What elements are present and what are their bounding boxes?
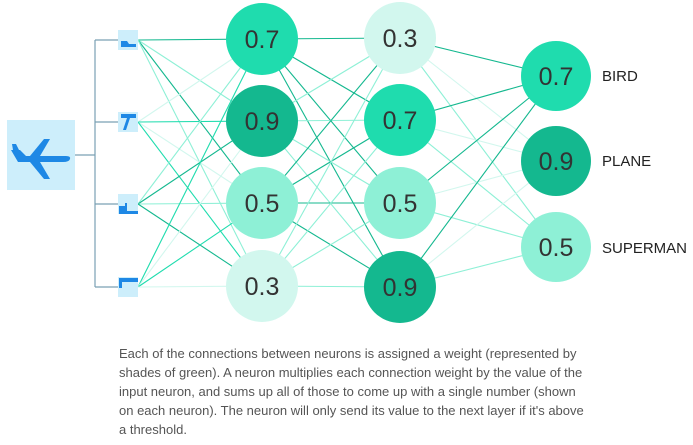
caption: Each of the connections between neurons … bbox=[119, 346, 584, 437]
airplane-icon bbox=[11, 139, 71, 179]
hidden2-neuron-2-value: 0.7 bbox=[383, 107, 418, 135]
input-image bbox=[7, 120, 75, 190]
output-neuron-3-circle bbox=[521, 212, 591, 282]
output-label-bird: BIRD bbox=[602, 68, 638, 85]
hidden2-neuron-3-value: 0.5 bbox=[383, 190, 418, 218]
output-neuron-3-value: 0.5 bbox=[539, 234, 574, 262]
output-label-plane: PLANE bbox=[602, 153, 651, 170]
hidden1-neuron-4-circle bbox=[226, 250, 298, 322]
input-bracket bbox=[75, 39, 118, 288]
input-pixel-3 bbox=[118, 194, 138, 214]
output-neuron-1: 0.7 bbox=[521, 41, 591, 111]
hidden1-neuron-2-value: 0.9 bbox=[245, 108, 280, 136]
hidden2-neuron-1-circle bbox=[364, 2, 436, 74]
input-pixels bbox=[118, 30, 138, 297]
hidden1-neuron-4-value: 0.3 bbox=[245, 273, 280, 301]
hidden1-neuron-4: 0.3 bbox=[226, 250, 298, 322]
neurons: 0.7 0.9 0.5 0.3 0.3 0.7 0.5 0.9 0.7 0.9 0.5 bbox=[226, 2, 591, 323]
edge-l2-4-out-1 bbox=[399, 75, 557, 288]
hidden2-neuron-3-circle bbox=[364, 167, 436, 239]
hidden2-neuron-1: 0.3 bbox=[364, 2, 436, 74]
hidden1-neuron-3-value: 0.5 bbox=[245, 190, 280, 218]
hidden2-neuron-4-circle bbox=[364, 251, 436, 323]
hidden2-neuron-2-circle bbox=[364, 84, 436, 156]
output-label-superman: SUPERMAN bbox=[602, 240, 687, 257]
hidden2-neuron-4-value: 0.9 bbox=[383, 274, 418, 302]
hidden2-neuron-1-value: 0.3 bbox=[383, 25, 418, 53]
hidden1-neuron-1-value: 0.7 bbox=[245, 26, 280, 54]
input-pixel-2 bbox=[118, 112, 138, 132]
output-neuron-3: 0.5 bbox=[521, 212, 591, 282]
hidden2-neuron-2: 0.7 bbox=[364, 84, 436, 156]
output-neuron-1-circle bbox=[521, 41, 591, 111]
input-pixel-1 bbox=[118, 30, 138, 50]
edge-input-4-l1-1 bbox=[137, 38, 263, 288]
connections bbox=[137, 37, 557, 288]
hidden1-neuron-2-circle bbox=[226, 85, 298, 157]
hidden2-neuron-3: 0.5 bbox=[364, 167, 436, 239]
output-neuron-2-value: 0.9 bbox=[539, 148, 574, 176]
hidden1-neuron-1-circle bbox=[226, 3, 298, 75]
hidden1-neuron-3-circle bbox=[226, 167, 298, 239]
output-neuron-2: 0.9 bbox=[521, 126, 591, 196]
hidden2-neuron-4: 0.9 bbox=[364, 251, 436, 323]
hidden1-neuron-1: 0.7 bbox=[226, 3, 298, 75]
edge-l1-4-l2-1 bbox=[261, 37, 401, 287]
hidden1-neuron-2: 0.9 bbox=[226, 85, 298, 157]
output-neuron-1-value: 0.7 bbox=[539, 63, 574, 91]
input-pixel-4 bbox=[118, 277, 138, 297]
hidden1-neuron-3: 0.5 bbox=[226, 167, 298, 239]
edge-l2-1-out-3 bbox=[399, 37, 557, 248]
output-neuron-2-circle bbox=[521, 126, 591, 196]
